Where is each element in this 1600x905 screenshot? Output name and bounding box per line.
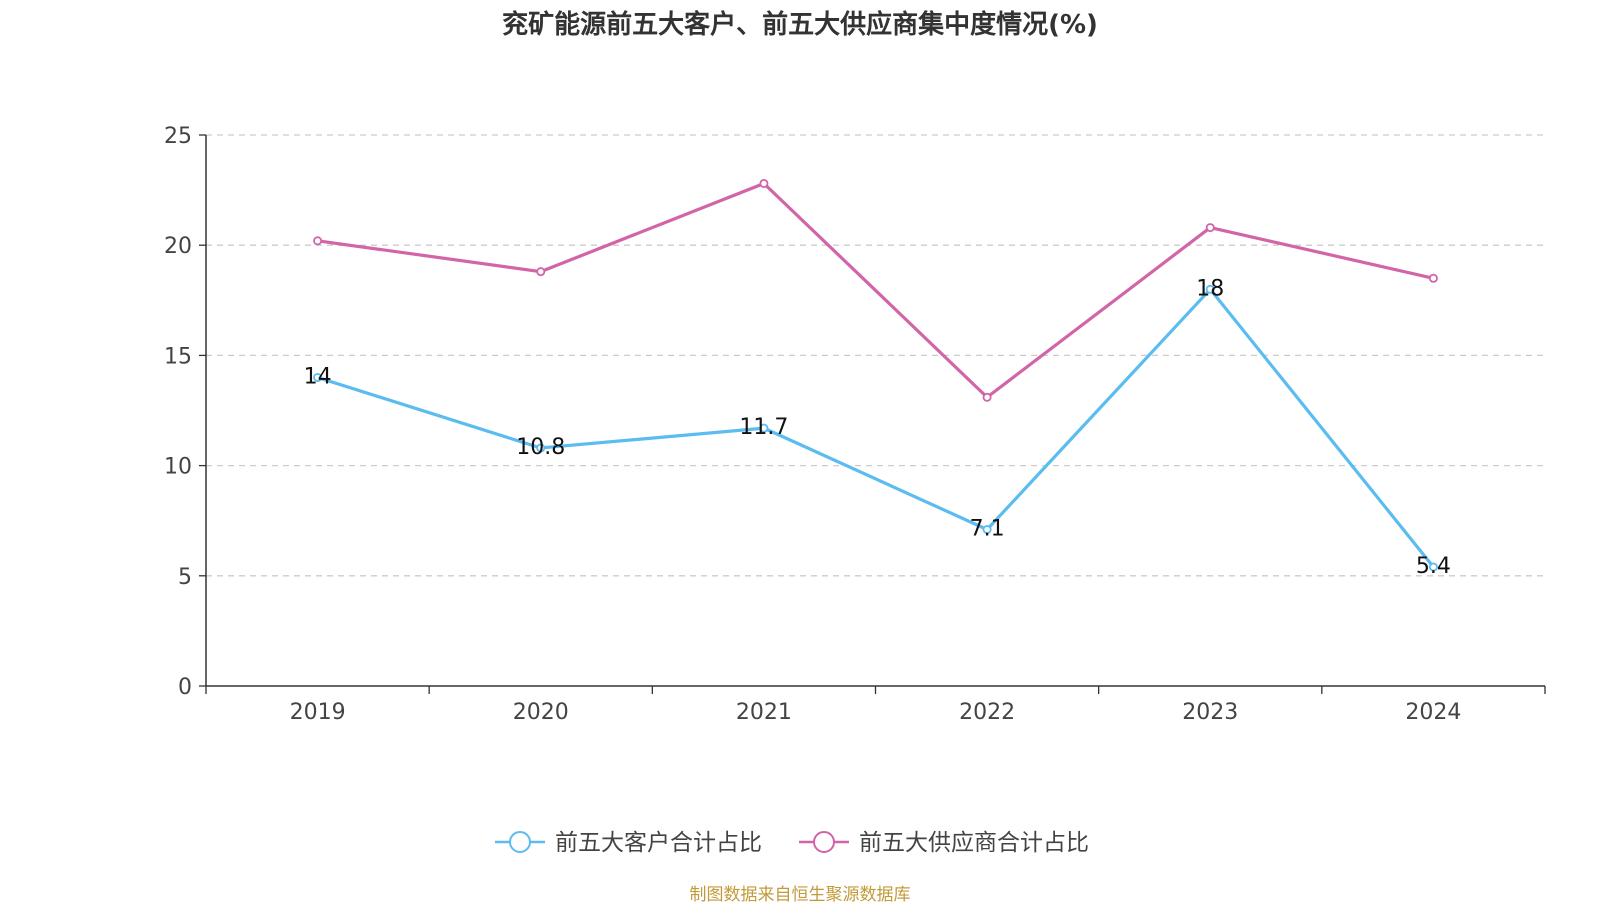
y-tick-label: 0 (178, 675, 192, 700)
y-tick-label: 25 (164, 124, 192, 149)
data-point (1205, 223, 1215, 233)
source-note: 制图数据来自恒生聚源数据库 (689, 885, 911, 905)
y-tick-label: 15 (164, 344, 192, 369)
legend-marker-icon (509, 831, 531, 853)
series-lines (313, 178, 1438, 572)
axes: 0 5 10 15 20 25 2019 2020 2021 2022 2023 2024 (164, 124, 1546, 725)
data-point (313, 236, 323, 246)
legend-item-2: 前五大供应商合计占比 (799, 830, 1089, 856)
x-tick-label: 2024 (1405, 700, 1461, 725)
x-tick-label: 2020 (513, 700, 569, 725)
x-tick-label: 2023 (1182, 700, 1238, 725)
data-point (1428, 273, 1438, 283)
data-label: 11.7 (739, 415, 788, 440)
legend: 前五大客户合计占比 前五大供应商合计占比 (495, 830, 1089, 856)
data-point (982, 392, 992, 402)
series-line-1 (317, 287, 1435, 568)
legend-marker-icon (813, 831, 835, 853)
data-label: 7.1 (970, 517, 1005, 542)
data-point (759, 178, 769, 188)
x-tick-label: 2022 (959, 700, 1015, 725)
data-point (759, 423, 769, 433)
data-point (313, 372, 323, 382)
data-labels: 14 10.8 11.7 7.1 18 5.4 (304, 276, 1451, 579)
legend-item-1: 前五大客户合计占比 (495, 830, 762, 856)
chart-title: 兖矿能源前五大客户、前五大供应商集中度情况(%) (502, 10, 1098, 40)
data-point (1205, 284, 1215, 294)
data-label: 5.4 (1416, 554, 1451, 579)
series-line-2 (317, 181, 1434, 399)
x-tick-label: 2019 (290, 700, 346, 725)
y-tick-label: 20 (164, 234, 192, 259)
legend-label: 前五大供应商合计占比 (859, 830, 1089, 856)
y-tick-label: 10 (164, 455, 192, 480)
data-label: 10.8 (516, 435, 565, 460)
y-tick-label: 5 (178, 565, 192, 590)
legend-label: 前五大客户合计占比 (555, 830, 762, 856)
data-label: 18 (1196, 276, 1224, 301)
x-tick-label: 2021 (736, 700, 792, 725)
data-point (536, 267, 546, 277)
data-point (982, 525, 992, 535)
data-point (536, 443, 546, 453)
grid-lines (206, 134, 1545, 577)
data-label: 14 (304, 364, 332, 389)
data-point (1428, 562, 1438, 572)
